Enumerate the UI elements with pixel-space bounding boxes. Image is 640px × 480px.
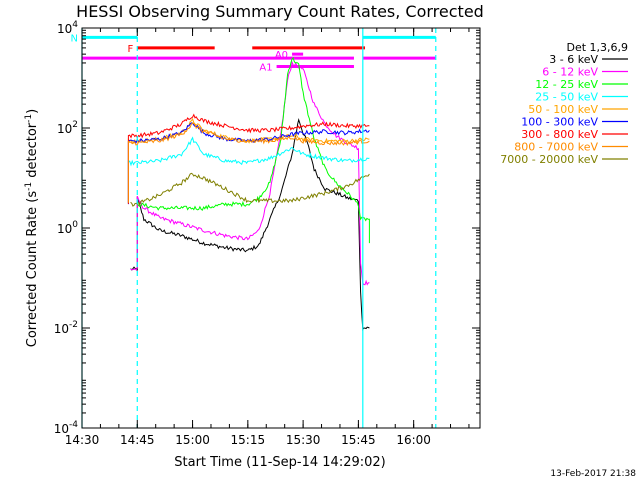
- y-tick-label: 10-4: [54, 420, 79, 436]
- flag-label-n: N: [71, 33, 78, 44]
- series-line-300-800-kev: [127, 113, 370, 204]
- series-layer: [127, 56, 370, 331]
- series-line-25-50-kev: [127, 136, 370, 203]
- x-tick-label: 14:45: [120, 433, 155, 447]
- x-tick-label: 16:00: [396, 433, 431, 447]
- footer-date: 13-Feb-2017 21:38: [550, 469, 636, 479]
- legend-label-300-800-kev: 300 - 800 keV: [521, 128, 598, 141]
- legend-label-25-50-kev: 25 - 50 keV: [535, 91, 598, 104]
- legend-label-100-300-kev: 100 - 300 keV: [521, 116, 598, 129]
- legend-label-7000-20000-kev: 7000 - 20000 keV: [500, 153, 598, 166]
- x-tick-label: 15:15: [231, 433, 266, 447]
- series-line-800-7000-kev: [127, 122, 370, 203]
- legend-title: Det 1,3,6,9: [566, 41, 628, 54]
- y-label-sup2: -1: [24, 114, 34, 123]
- legend-label-3-6-kev: 3 - 6 keV: [549, 53, 598, 66]
- legend-label-50-100-kev: 50 - 100 keV: [528, 103, 598, 116]
- x-tick-label: 15:30: [286, 433, 321, 447]
- series-line-6-12-kev: [130, 60, 370, 286]
- series-line-12-25-kev: [136, 56, 370, 244]
- legend-label-6-12-kev: 6 - 12 keV: [542, 66, 598, 79]
- plot-frame: [81, 27, 481, 429]
- y-tick-label: 102: [57, 120, 78, 136]
- series-line-7000-20000-kev: [130, 172, 370, 207]
- y-label-mid: detector: [25, 122, 40, 182]
- chart-title: HESSI Observing Summary Count Rates, Cor…: [76, 2, 484, 21]
- y-tick-label: 104: [57, 20, 78, 36]
- series-line-50-100-kev: [127, 117, 370, 204]
- x-tick-label: 15:45: [341, 433, 376, 447]
- series-line-3-6-kev: [130, 117, 370, 331]
- x-tick-label: 14:30: [65, 433, 100, 447]
- y-tick-label: 10-2: [54, 320, 78, 336]
- y-label-suffix: ): [25, 109, 40, 114]
- x-axis-label: Start Time (11-Sep-14 14:29:02): [174, 455, 385, 470]
- flag-label-a1: A1: [259, 62, 272, 73]
- legend-label-12-25-kev: 12 - 25 keV: [535, 78, 598, 91]
- vlines-layer: [81, 28, 437, 428]
- y-axis-label: Corrected Count Rate (s-1 detector-1): [24, 109, 40, 347]
- y-label-sup1: -1: [24, 182, 34, 191]
- y-label-prefix: Corrected Count Rate (s: [25, 191, 40, 348]
- ticks-layer: 14:30 14:45 15:00 15:15 15:30 15:45 16:00 104 10…: [54, 20, 480, 447]
- legend-label-800-7000-kev: 800 - 7000 keV: [514, 141, 598, 154]
- y-tick-label: 100: [57, 220, 78, 236]
- x-tick-label: 15:00: [175, 433, 210, 447]
- flag-label-a0: A0: [275, 50, 288, 61]
- flag-label-f: F: [128, 44, 134, 55]
